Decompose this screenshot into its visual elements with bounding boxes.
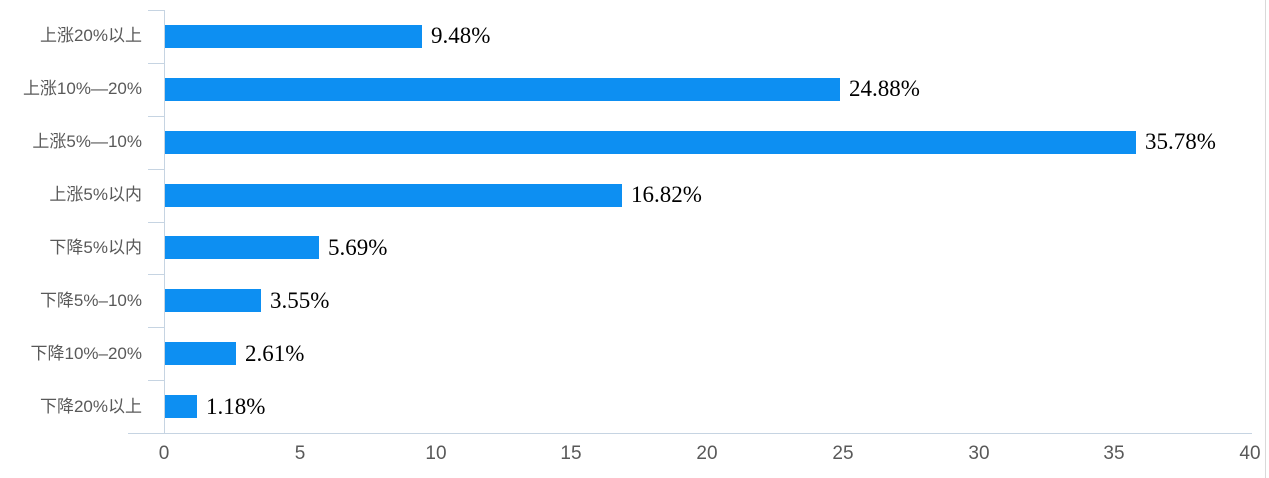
x-tick-label: 25 [832,443,854,464]
bar [165,78,840,101]
x-tick-label: 30 [968,443,990,464]
bar [165,236,319,259]
bar [165,289,261,312]
right-border-line [1265,0,1266,478]
category-label: 上涨20%以上 [39,26,142,45]
x-tick-label: 10 [425,443,447,464]
category-label: 上涨5%—10% [32,132,142,151]
value-label: 1.18% [206,394,266,419]
y-axis-tick [148,380,164,381]
value-label: 3.55% [270,288,330,313]
value-label: 16.82% [631,182,702,207]
y-axis-tick [148,63,164,64]
category-label: 上涨5%以内 [49,185,142,204]
value-label: 5.69% [328,235,388,260]
x-tick-label: 0 [158,443,170,464]
y-axis-tick [148,327,164,328]
value-label: 2.61% [245,341,305,366]
y-axis-tick [148,10,164,11]
category-label: 下降20%以上 [39,397,142,416]
bar [165,342,236,365]
bar [165,184,622,207]
y-axis-tick [148,222,164,223]
y-axis-line [164,10,165,433]
x-tick-label: 20 [696,443,718,464]
category-label: 下降5%–10% [39,291,142,310]
category-label: 上涨10%—20% [22,79,142,98]
x-tick-label: 35 [1103,443,1125,464]
x-tick-label: 40 [1239,443,1261,464]
bar [165,131,1136,154]
value-label: 35.78% [1145,129,1216,154]
y-axis-tick [148,274,164,275]
x-axis-line [128,433,1252,434]
x-tick-label: 5 [294,443,306,464]
value-label: 9.48% [431,23,491,48]
value-label: 24.88% [849,76,920,101]
y-axis-tick [148,116,164,117]
x-tick-label: 15 [560,443,582,464]
category-label: 下降10%–20% [30,344,142,363]
category-label: 下降5%以内 [49,238,142,257]
bar [165,395,197,418]
y-axis-tick [148,169,164,170]
bar [165,25,422,48]
